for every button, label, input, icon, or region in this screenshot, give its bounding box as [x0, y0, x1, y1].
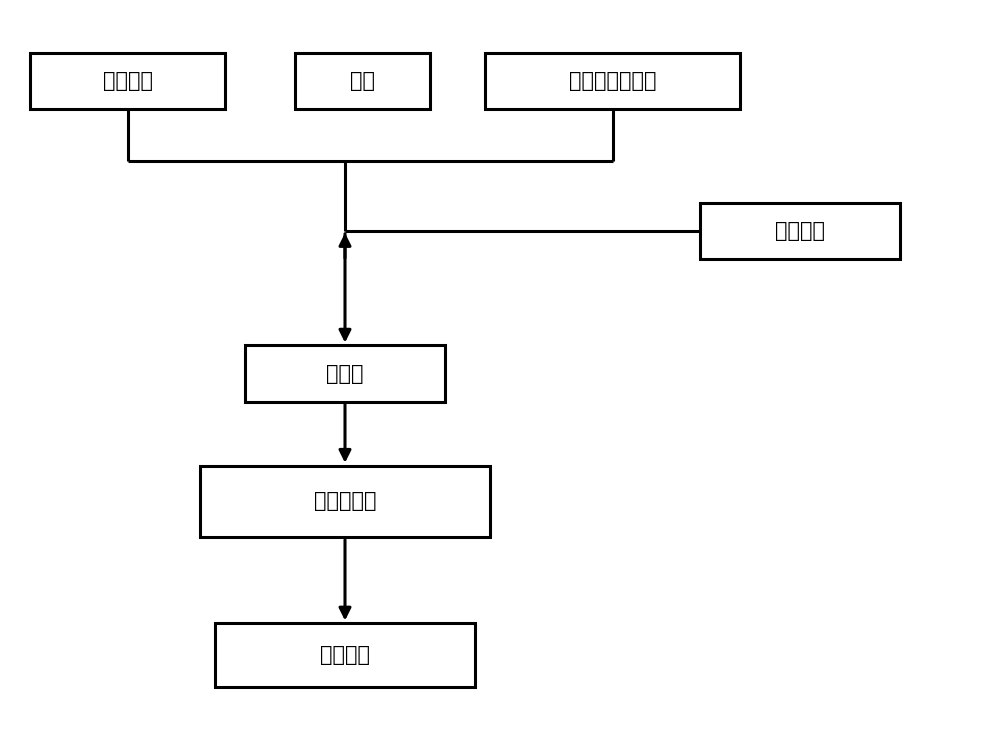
Bar — [245, 345, 445, 402]
Text: 含铝基底: 含铝基底 — [775, 221, 825, 241]
Bar — [30, 53, 225, 109]
Bar — [295, 53, 430, 109]
Text: 洗洤烘干: 洗洤烘干 — [320, 645, 370, 665]
Text: 合成液: 合成液 — [326, 363, 364, 384]
Bar — [200, 466, 490, 537]
Bar — [700, 203, 900, 259]
Bar — [485, 53, 740, 109]
Bar — [215, 623, 475, 687]
Text: 磷源: 磷源 — [350, 71, 375, 91]
Text: 离子液体: 离子液体 — [103, 71, 152, 91]
Text: 离子热合成: 离子热合成 — [314, 491, 376, 511]
Text: 矿化剂（氟源）: 矿化剂（氟源） — [569, 71, 656, 91]
